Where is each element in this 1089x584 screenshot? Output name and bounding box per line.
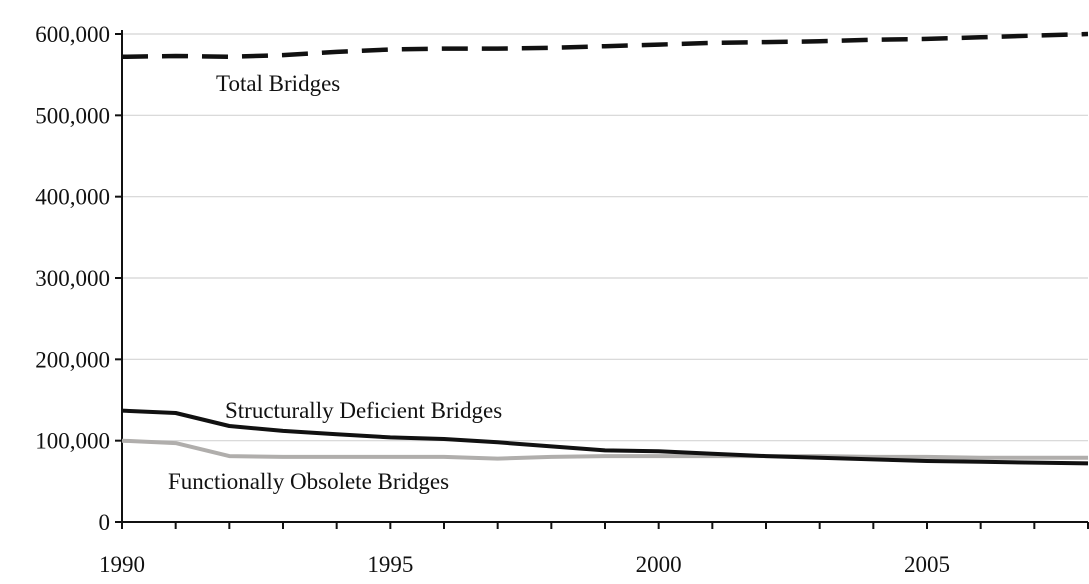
x-tick-label: 2000 bbox=[636, 552, 682, 577]
y-tick-label: 400,000 bbox=[35, 185, 110, 210]
axes bbox=[121, 30, 1088, 523]
y-tick-label: 200,000 bbox=[35, 347, 110, 372]
x-tick-label: 1995 bbox=[367, 552, 413, 577]
series-line-structurally-deficient-bridges bbox=[121, 408, 1089, 466]
series-group bbox=[121, 31, 1089, 466]
series-line-functionally-obsolete-bridges bbox=[121, 438, 1088, 461]
x-tick-label: 1990 bbox=[99, 552, 145, 577]
series-label-structurally-deficient: Structurally Deficient Bridges bbox=[225, 398, 502, 423]
y-tick-label: 300,000 bbox=[35, 266, 110, 291]
gridlines bbox=[122, 33, 1088, 442]
y-ticks: 0 100,000 200,000 300,000 400,000 500,000 600,… bbox=[35, 22, 122, 535]
y-tick-label: 100,000 bbox=[35, 429, 110, 454]
y-tick-label: 600,000 bbox=[35, 22, 110, 47]
series-label-functionally-obsolete: Functionally Obsolete Bridges bbox=[168, 469, 449, 494]
x-tick-label: 2005 bbox=[904, 552, 950, 577]
y-tick-label: 500,000 bbox=[35, 103, 110, 128]
y-tick-label: 0 bbox=[99, 510, 111, 535]
series-line-total-bridges bbox=[121, 31, 1089, 60]
series-label-total-bridges: Total Bridges bbox=[216, 71, 340, 96]
x-ticks: 1990 1995 2000 2005 bbox=[99, 522, 1089, 577]
